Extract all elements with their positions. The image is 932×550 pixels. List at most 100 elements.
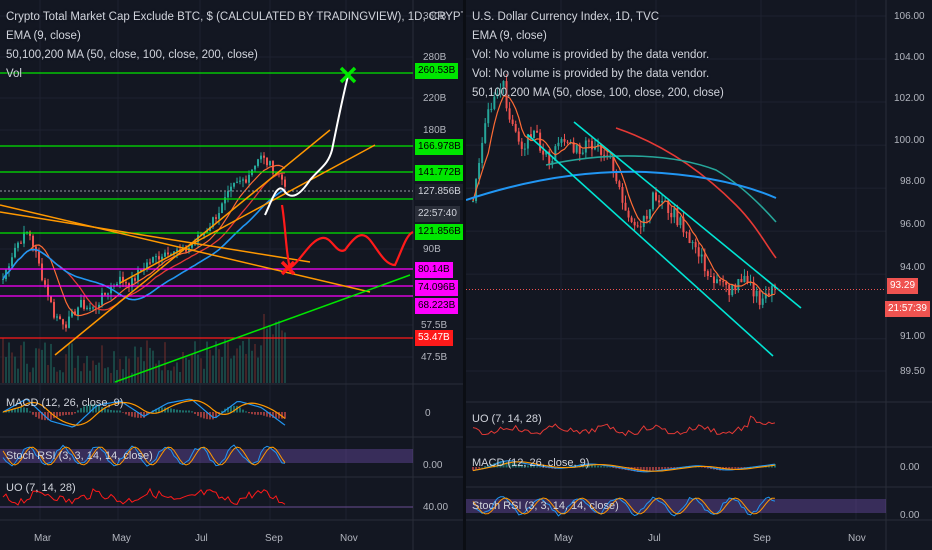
bull-projection xyxy=(264,75,349,216)
stoch-d xyxy=(472,497,775,515)
volume-bar xyxy=(86,355,88,383)
candle-body xyxy=(83,299,85,309)
volume-bar xyxy=(101,345,103,383)
candle-body xyxy=(661,201,664,203)
candle-body xyxy=(542,150,545,155)
macd-hist xyxy=(263,412,265,416)
volume-bar xyxy=(278,320,280,383)
macd-hist xyxy=(167,407,169,413)
macd-hist xyxy=(529,465,532,468)
right-legend: U.S. Dollar Currency Index, 1D, TVC EMA … xyxy=(472,8,724,103)
candle-body xyxy=(478,162,481,180)
macd-hist xyxy=(200,412,202,418)
candle-body xyxy=(612,156,615,172)
candle-body xyxy=(23,232,25,244)
candle-body xyxy=(600,143,603,155)
candle-body xyxy=(578,144,581,154)
macd-hist xyxy=(80,408,82,413)
macd-hist xyxy=(113,410,115,413)
macd-hist xyxy=(221,410,223,413)
candle-body xyxy=(566,141,569,143)
candle-body xyxy=(11,257,13,267)
left-axis-tick: 57.5B xyxy=(421,320,448,331)
candle-body xyxy=(122,276,124,283)
candle-body xyxy=(242,179,244,181)
candle-body xyxy=(508,108,511,120)
candle-body xyxy=(161,256,163,260)
candle-body xyxy=(719,279,722,282)
macd-hist xyxy=(248,412,250,414)
right-axis-tick: 104.00 xyxy=(894,52,925,63)
candle-body xyxy=(645,216,648,219)
macd-hist xyxy=(260,412,262,415)
pane-divider[interactable] xyxy=(463,0,466,550)
macd-hist xyxy=(41,412,43,420)
volume-bar xyxy=(236,348,238,383)
volume-bar xyxy=(215,341,217,383)
right-chart-canvas[interactable] xyxy=(466,0,932,550)
candle-body xyxy=(239,180,241,182)
candle-body xyxy=(487,109,490,124)
macd-hist xyxy=(254,412,256,415)
candle-body xyxy=(548,151,551,165)
candle-body xyxy=(505,81,508,109)
candle-body xyxy=(71,311,73,317)
candle-body xyxy=(245,179,247,183)
macd-hist xyxy=(472,467,474,471)
candle-body xyxy=(191,244,193,248)
left-ind-tick: 0 xyxy=(425,408,431,419)
left-legend-ema: EMA (9, close) xyxy=(6,30,81,42)
uo-line xyxy=(2,487,286,506)
left-chart-panel[interactable]: Crypto Total Market Cap Exclude BTC, $ (… xyxy=(0,0,463,550)
macd-hist xyxy=(603,466,606,468)
macd-hist xyxy=(517,464,520,468)
macd-hist xyxy=(65,412,67,415)
macd-hist xyxy=(523,465,526,468)
volume-bar xyxy=(170,370,172,383)
candle-body xyxy=(53,302,55,318)
candle-body xyxy=(554,146,557,161)
volume-bar xyxy=(134,346,136,383)
macd-hist xyxy=(122,412,124,413)
macd-hist xyxy=(651,467,654,471)
month-label: Jul xyxy=(648,533,661,544)
right-axis-tick: 100.00 xyxy=(894,135,925,146)
macd-hist xyxy=(505,462,508,468)
candle-body xyxy=(137,269,139,281)
macd-hist xyxy=(257,412,259,415)
level-tag: 53.47B xyxy=(415,330,453,346)
right-legend-vol: Vol: No volume is provided by the data v… xyxy=(472,49,710,61)
volume-bar xyxy=(26,363,28,383)
macd-hist xyxy=(11,409,13,413)
candle-body xyxy=(517,131,520,142)
right-axis-tick: 102.00 xyxy=(894,93,925,104)
candle-body xyxy=(212,217,214,227)
macd-hist xyxy=(50,412,52,420)
candle-body xyxy=(630,217,633,222)
candle-body xyxy=(176,249,178,252)
macd-hist xyxy=(128,412,130,416)
month-label: May xyxy=(554,533,573,544)
candle-body xyxy=(575,144,578,153)
right-chart-panel[interactable]: U.S. Dollar Currency Index, 1D, TVC EMA … xyxy=(466,0,932,550)
left-chart-canvas[interactable] xyxy=(0,0,463,550)
candle-body xyxy=(615,171,618,182)
macd-hist xyxy=(734,467,737,469)
macd-hist xyxy=(56,412,58,418)
level-tag: 80.14B xyxy=(415,262,453,278)
macd-hist xyxy=(26,407,28,413)
volume-bar xyxy=(164,342,166,383)
macd-hist xyxy=(594,465,596,468)
candle-body xyxy=(648,209,651,219)
macd-hist xyxy=(179,410,181,413)
candle-body xyxy=(767,293,770,296)
right-legend-ema: EMA (9, close) xyxy=(472,30,547,42)
volume-bar xyxy=(29,372,31,383)
candle-body xyxy=(728,284,731,296)
level-tag: 121.856B xyxy=(415,224,463,240)
macd-hist xyxy=(542,467,545,468)
macd-hist xyxy=(719,467,722,471)
candle-body xyxy=(511,119,514,125)
candle-body xyxy=(263,155,265,158)
macd-hist xyxy=(29,411,31,413)
